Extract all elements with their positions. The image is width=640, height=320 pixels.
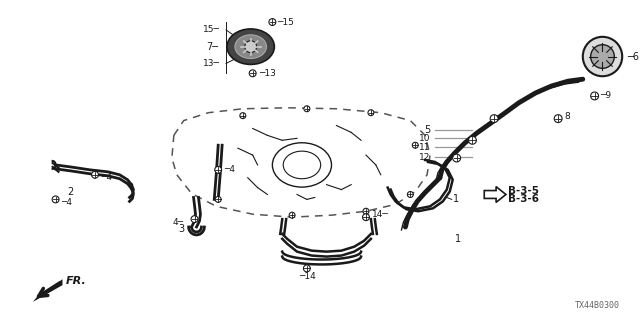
- Circle shape: [215, 166, 221, 173]
- Ellipse shape: [235, 35, 266, 59]
- Text: 8: 8: [564, 112, 570, 121]
- Circle shape: [289, 212, 295, 218]
- Circle shape: [363, 208, 369, 214]
- Text: ─4: ─4: [224, 165, 235, 174]
- Text: ─4: ─4: [101, 173, 112, 182]
- Text: 15─: 15─: [204, 25, 220, 35]
- Text: ─4: ─4: [61, 198, 72, 207]
- Text: 5: 5: [424, 125, 430, 135]
- Circle shape: [591, 45, 614, 68]
- Text: 7─: 7─: [206, 42, 218, 52]
- Text: 13─: 13─: [204, 59, 220, 68]
- Text: 10: 10: [419, 134, 430, 143]
- Circle shape: [215, 196, 221, 202]
- Circle shape: [92, 171, 99, 178]
- Circle shape: [490, 115, 498, 123]
- Circle shape: [191, 216, 198, 223]
- Text: FR.: FR.: [65, 276, 86, 286]
- Text: 11: 11: [419, 143, 430, 152]
- Polygon shape: [33, 279, 63, 302]
- Circle shape: [304, 106, 310, 112]
- Circle shape: [408, 192, 413, 197]
- Circle shape: [303, 265, 310, 272]
- Circle shape: [52, 196, 59, 203]
- Text: ─13: ─13: [260, 69, 276, 78]
- Text: TX44B0300: TX44B0300: [575, 301, 620, 310]
- Circle shape: [368, 110, 374, 116]
- Circle shape: [362, 214, 369, 220]
- Circle shape: [244, 41, 257, 52]
- Text: 1: 1: [454, 234, 461, 244]
- Text: ─15: ─15: [277, 18, 294, 27]
- Text: 1: 1: [452, 195, 459, 204]
- Circle shape: [412, 142, 418, 148]
- Circle shape: [240, 113, 246, 119]
- Text: 14─: 14─: [372, 210, 388, 219]
- Text: B-3-5: B-3-5: [508, 186, 539, 196]
- Circle shape: [591, 92, 598, 100]
- Text: 12: 12: [419, 153, 430, 162]
- Circle shape: [269, 19, 276, 26]
- Text: ─6: ─6: [627, 52, 639, 61]
- Circle shape: [452, 154, 461, 162]
- Text: 4─: 4─: [173, 218, 184, 227]
- Text: B-3-6: B-3-6: [508, 195, 539, 204]
- Text: ─14: ─14: [299, 272, 316, 281]
- Text: 3: 3: [179, 224, 185, 234]
- Circle shape: [249, 70, 256, 77]
- Circle shape: [583, 37, 622, 76]
- Circle shape: [468, 136, 476, 144]
- Text: 2: 2: [67, 187, 74, 196]
- Circle shape: [554, 115, 562, 123]
- Text: ─9: ─9: [600, 92, 612, 100]
- Ellipse shape: [227, 29, 275, 64]
